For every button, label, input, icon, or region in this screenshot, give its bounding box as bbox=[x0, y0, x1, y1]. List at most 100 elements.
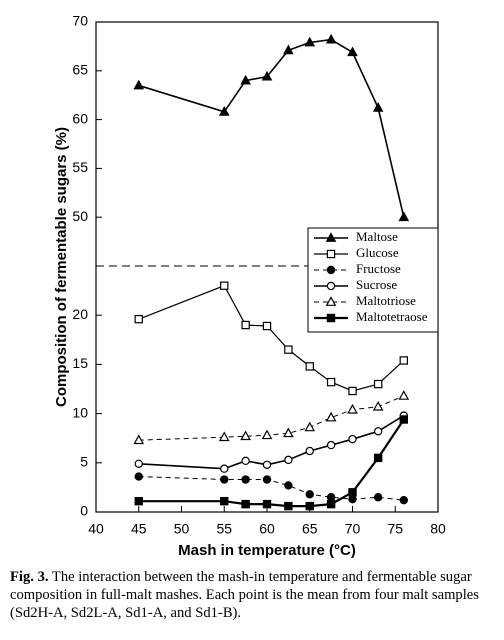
marker bbox=[399, 356, 409, 365]
marker bbox=[398, 211, 410, 222]
marker bbox=[283, 427, 294, 438]
marker bbox=[240, 430, 251, 441]
x-axis-label: Mash in temperature (°C) bbox=[178, 542, 356, 559]
marker bbox=[348, 386, 357, 396]
marker bbox=[372, 400, 384, 411]
marker bbox=[305, 490, 314, 499]
marker bbox=[134, 472, 143, 481]
marker bbox=[284, 345, 293, 354]
series-line bbox=[138, 284, 405, 392]
marker bbox=[326, 499, 336, 509]
marker bbox=[218, 106, 230, 116]
marker bbox=[348, 434, 357, 444]
marker bbox=[133, 434, 145, 445]
y-tick-label: 70 bbox=[72, 13, 88, 29]
x-tick-label: 65 bbox=[302, 521, 318, 537]
marker bbox=[220, 464, 229, 473]
marker bbox=[347, 46, 358, 57]
caption-text: The interaction between the mash-in temp… bbox=[10, 569, 479, 621]
marker bbox=[305, 362, 314, 371]
marker bbox=[241, 320, 250, 330]
marker bbox=[241, 475, 250, 484]
series-line bbox=[138, 395, 404, 441]
marker bbox=[262, 460, 272, 469]
series-line bbox=[138, 476, 404, 501]
x-tick-label: 50 bbox=[174, 521, 190, 537]
legend-label: Maltose bbox=[356, 229, 398, 244]
chart: Composition of fermentable sugars (%) Ma… bbox=[53, 13, 446, 559]
marker bbox=[134, 314, 143, 324]
marker bbox=[262, 321, 272, 331]
marker bbox=[325, 232, 337, 242]
marker bbox=[261, 70, 273, 81]
marker bbox=[241, 499, 250, 509]
x-tick-label: 55 bbox=[216, 521, 232, 537]
marker bbox=[373, 379, 383, 389]
y-tick-label: 0 bbox=[80, 503, 88, 519]
marker bbox=[283, 44, 294, 55]
marker bbox=[373, 453, 383, 463]
marker bbox=[326, 377, 336, 387]
marker bbox=[284, 481, 293, 490]
series-line bbox=[138, 38, 405, 218]
y-tick-label: 20 bbox=[72, 306, 88, 322]
y-tick-label: 50 bbox=[72, 208, 88, 224]
marker bbox=[399, 495, 408, 505]
y-tick-label: 5 bbox=[80, 454, 88, 470]
marker bbox=[347, 403, 358, 414]
x-tick-label: 80 bbox=[430, 521, 446, 537]
marker bbox=[398, 390, 410, 400]
legend-label: Maltotetraose bbox=[356, 309, 428, 324]
marker bbox=[326, 440, 336, 450]
legend-label: Glucose bbox=[356, 245, 399, 260]
caption: Fig. 3. The interaction between the mash… bbox=[10, 568, 496, 622]
marker bbox=[325, 296, 337, 306]
x-tick-label: 75 bbox=[387, 521, 403, 537]
y-tick-label: 60 bbox=[72, 110, 88, 126]
marker bbox=[241, 456, 250, 466]
marker bbox=[284, 501, 293, 511]
x-tick-label: 45 bbox=[131, 521, 147, 537]
legend-label: Maltotriose bbox=[356, 293, 416, 308]
marker bbox=[134, 459, 143, 468]
marker bbox=[373, 493, 383, 502]
x-tick-label: 40 bbox=[88, 521, 104, 537]
marker bbox=[348, 488, 357, 497]
marker bbox=[262, 499, 272, 509]
y-tick-label: 15 bbox=[72, 355, 88, 371]
marker bbox=[372, 102, 384, 112]
marker bbox=[304, 36, 316, 47]
marker bbox=[305, 446, 314, 456]
marker bbox=[220, 281, 229, 290]
y-tick-label: 10 bbox=[72, 404, 88, 420]
marker bbox=[262, 475, 272, 484]
marker bbox=[326, 493, 336, 502]
marker bbox=[304, 421, 316, 432]
caption-label: Fig. 3. bbox=[10, 569, 49, 585]
marker bbox=[305, 501, 314, 511]
x-tick-label: 60 bbox=[259, 521, 275, 537]
marker bbox=[134, 496, 143, 506]
marker bbox=[133, 79, 145, 90]
marker bbox=[261, 429, 273, 440]
marker bbox=[284, 455, 293, 465]
marker bbox=[326, 265, 336, 275]
y-tick-label: 65 bbox=[72, 62, 88, 78]
y-tick-label: 55 bbox=[72, 159, 88, 175]
marker bbox=[325, 411, 337, 422]
marker bbox=[220, 496, 229, 506]
marker bbox=[218, 431, 230, 442]
y-axis-label: Composition of fermentable sugars (%) bbox=[53, 127, 70, 407]
marker bbox=[326, 281, 336, 291]
x-tick-label: 70 bbox=[345, 521, 361, 537]
marker bbox=[220, 475, 229, 484]
series-line bbox=[138, 418, 405, 508]
marker bbox=[348, 495, 357, 504]
marker bbox=[326, 249, 336, 259]
series-line bbox=[138, 414, 405, 470]
marker bbox=[399, 415, 409, 424]
marker bbox=[326, 313, 336, 323]
marker bbox=[373, 427, 383, 436]
marker bbox=[240, 74, 251, 85]
